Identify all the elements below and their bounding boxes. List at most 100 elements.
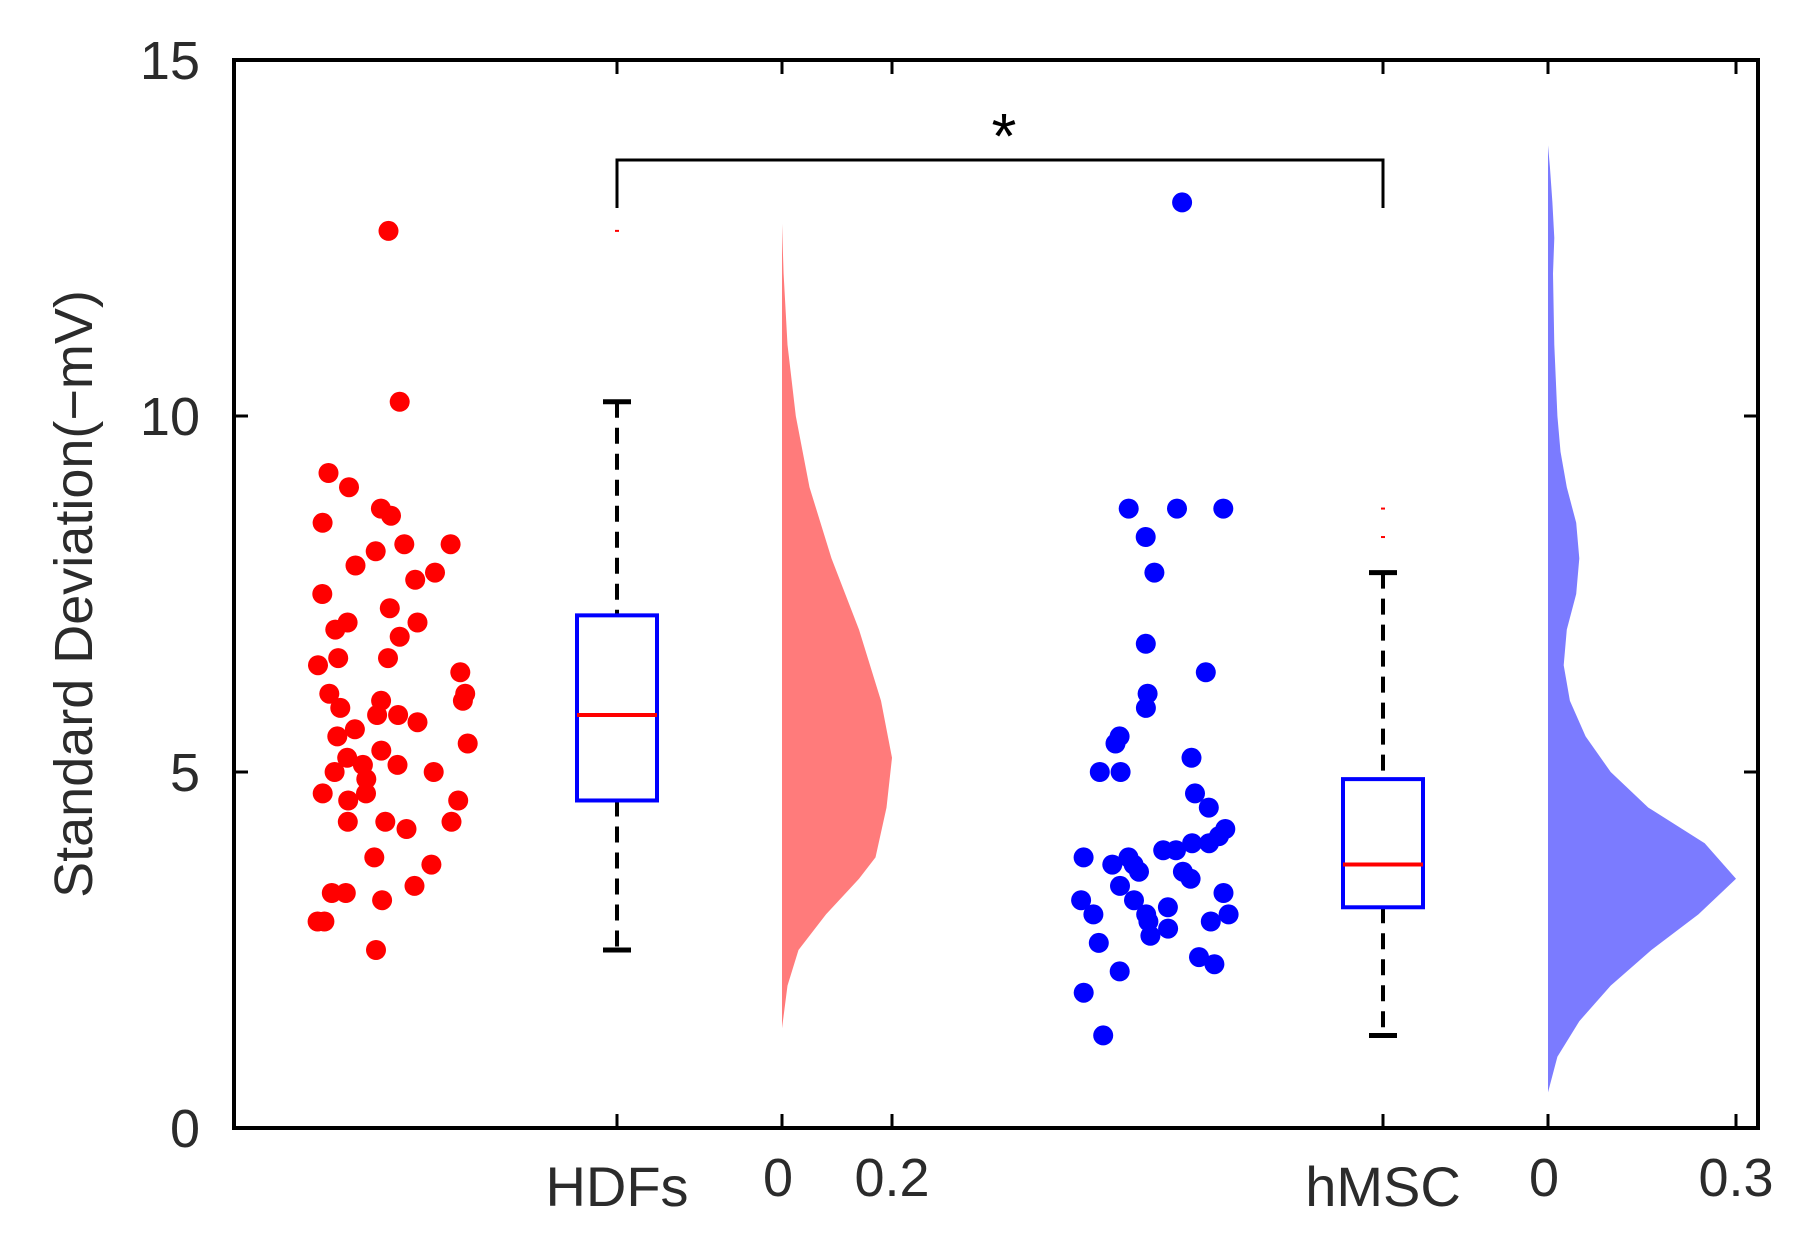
hmsc-point-44 bbox=[1204, 954, 1225, 975]
hdfs-density bbox=[782, 223, 892, 1029]
hmsc-point-19 bbox=[1199, 833, 1220, 854]
hdfs-point-3 bbox=[339, 477, 359, 498]
hdfs-point-11 bbox=[425, 562, 445, 583]
hdfs-point-54 bbox=[372, 890, 393, 911]
hmsc-point-39 bbox=[1200, 911, 1221, 932]
hdfs-density-tick-0: 0 bbox=[763, 1148, 793, 1208]
hmsc-point-11 bbox=[1105, 733, 1126, 754]
hmsc-point-1 bbox=[1167, 498, 1187, 519]
hmsc-point-40 bbox=[1158, 918, 1179, 939]
hmsc-point-43 bbox=[1189, 947, 1209, 968]
hmsc-point-5 bbox=[1144, 562, 1165, 583]
hdfs-point-27 bbox=[330, 697, 351, 718]
hdfs-point-47 bbox=[337, 811, 358, 832]
hdfs-point-51 bbox=[404, 875, 425, 896]
hmsc-density-tick-0: 0 bbox=[1529, 1148, 1559, 1208]
hdfs-point-12 bbox=[405, 569, 426, 590]
y-tick-labels: 0 5 10 15 bbox=[140, 31, 200, 1159]
y-tick-label-0: 0 bbox=[170, 1099, 200, 1159]
y-tick-label-2: 10 bbox=[140, 387, 200, 447]
hmsc-point-26 bbox=[1102, 854, 1123, 875]
hdfs-point-39 bbox=[423, 762, 444, 782]
hmsc-point-36 bbox=[1083, 904, 1104, 925]
hmsc-point-12 bbox=[1181, 747, 1202, 768]
hdfs-box bbox=[575, 613, 659, 803]
hdfs-point-10 bbox=[345, 555, 366, 576]
hdfs-point-9 bbox=[365, 541, 386, 562]
hdfs-point-14 bbox=[379, 598, 400, 619]
hdfs-point-7 bbox=[440, 534, 461, 555]
hdfs-point-24 bbox=[319, 683, 340, 704]
hmsc-point-4 bbox=[1135, 527, 1156, 547]
hdfs-point-32 bbox=[327, 726, 348, 747]
hmsc-point-42 bbox=[1088, 932, 1109, 953]
hdfs-point-44 bbox=[338, 790, 359, 811]
hmsc-point-2 bbox=[1213, 498, 1234, 519]
hdfs-point-13 bbox=[312, 584, 333, 604]
hmsc-point-0 bbox=[1172, 192, 1193, 213]
y-tick-marks bbox=[234, 58, 1758, 1130]
hdfs-point-28 bbox=[367, 705, 388, 725]
hmsc-point-46 bbox=[1073, 982, 1094, 1003]
hmsc-point-45 bbox=[1109, 961, 1130, 982]
hdfs-point-22 bbox=[450, 662, 471, 683]
hmsc-point-29 bbox=[1180, 868, 1201, 889]
hdfs-point-29 bbox=[388, 705, 409, 725]
hdfs-point-38 bbox=[324, 762, 345, 782]
hdfs-point-50 bbox=[421, 854, 442, 875]
hmsc-point-13 bbox=[1089, 762, 1110, 782]
hdfs-point-48 bbox=[396, 819, 417, 839]
hdfs-point-43 bbox=[448, 790, 469, 811]
hmsc-point-15 bbox=[1185, 783, 1205, 804]
hdfs-point-30 bbox=[407, 712, 428, 733]
hdfs-point-16 bbox=[407, 612, 428, 633]
hmsc-point-37 bbox=[1218, 904, 1239, 925]
y-tick-label-1: 5 bbox=[170, 743, 200, 803]
hdfs-point-53 bbox=[335, 883, 356, 903]
hdfs-point-56 bbox=[307, 911, 328, 932]
y-axis-label: Standard Deviation(−mV) bbox=[44, 290, 104, 898]
hmsc-point-34 bbox=[1157, 897, 1178, 918]
plot-frame bbox=[232, 58, 1760, 1130]
hmsc-point-23 bbox=[1073, 847, 1094, 868]
hdfs-point-19 bbox=[378, 648, 398, 669]
hmsc-point-6 bbox=[1135, 633, 1156, 654]
hdfs-point-40 bbox=[356, 769, 377, 790]
hmsc-box bbox=[1341, 777, 1425, 910]
hmsc-point-47 bbox=[1093, 1025, 1114, 1046]
hdfs-point-35 bbox=[337, 747, 358, 768]
hmsc-point-27 bbox=[1129, 861, 1149, 882]
hmsc-point-33 bbox=[1124, 890, 1144, 911]
hdfs-point-41 bbox=[356, 783, 376, 804]
hmsc-point-41 bbox=[1140, 925, 1161, 946]
hdfs-point-0 bbox=[378, 220, 399, 241]
y-tick-label-3: 15 bbox=[140, 31, 200, 91]
hmsc-point-14 bbox=[1110, 762, 1131, 782]
hmsc-point-16 bbox=[1198, 797, 1219, 818]
hdfs-point-45 bbox=[441, 811, 462, 832]
significance-bracket bbox=[615, 158, 1385, 208]
hdfs-density-tick-max: 0.2 bbox=[854, 1148, 929, 1208]
hdfs-point-17 bbox=[325, 619, 346, 640]
hdfs-point-42 bbox=[312, 783, 333, 804]
hdfs-point-8 bbox=[394, 534, 415, 555]
significance-star: * bbox=[992, 100, 1017, 172]
hdfs-point-34 bbox=[371, 740, 392, 761]
hdfs-point-33 bbox=[457, 733, 478, 754]
hdfs-point-2 bbox=[318, 463, 339, 483]
hdfs-point-1 bbox=[389, 391, 410, 412]
hmsc-point-30 bbox=[1110, 875, 1130, 896]
hmsc-density bbox=[1548, 145, 1736, 1093]
group-label-hdfs: HDFs bbox=[545, 1155, 688, 1218]
hmsc-point-3 bbox=[1118, 498, 1139, 519]
hdfs-point-52 bbox=[321, 883, 342, 903]
hmsc-point-22 bbox=[1153, 840, 1174, 861]
hmsc-point-20 bbox=[1182, 833, 1203, 854]
hdfs-point-36 bbox=[387, 754, 408, 775]
hmsc-point-9 bbox=[1135, 697, 1156, 718]
hdfs-point-20 bbox=[328, 648, 349, 669]
group-label-hmsc: hMSC bbox=[1305, 1155, 1461, 1218]
hdfs-point-31 bbox=[344, 719, 365, 740]
hdfs-point-57 bbox=[366, 940, 386, 960]
